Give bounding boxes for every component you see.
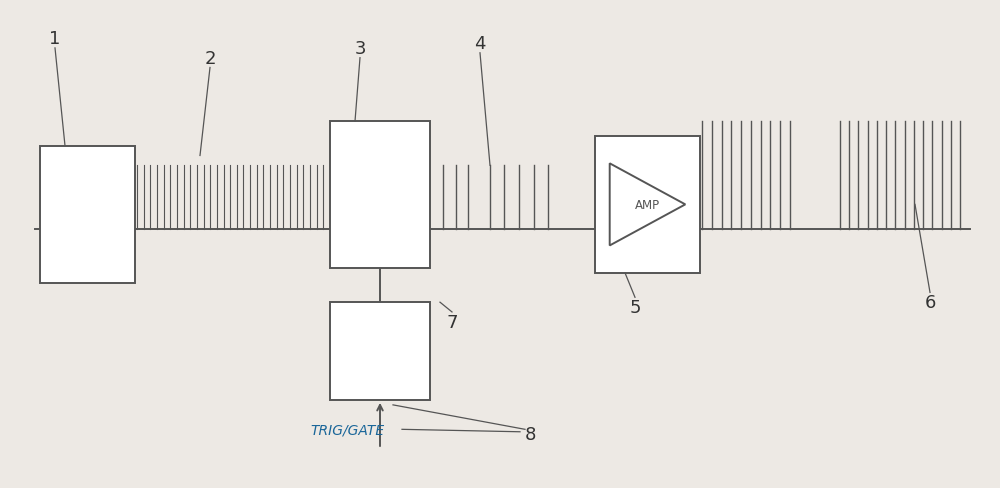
Text: 1: 1 [49,30,61,48]
Text: 4: 4 [474,35,486,53]
Text: 6: 6 [924,294,936,311]
Bar [330,122,430,268]
Text: 7: 7 [446,313,458,331]
Text: 5: 5 [629,299,641,316]
Text: AMP: AMP [635,199,660,211]
Bar [330,303,430,400]
Text: 2: 2 [204,50,216,67]
Text: 3: 3 [354,40,366,58]
Bar [40,146,135,283]
Text: 8: 8 [524,426,536,443]
Text: TRIG/GATE: TRIG/GATE [310,423,384,436]
Bar [595,137,700,273]
